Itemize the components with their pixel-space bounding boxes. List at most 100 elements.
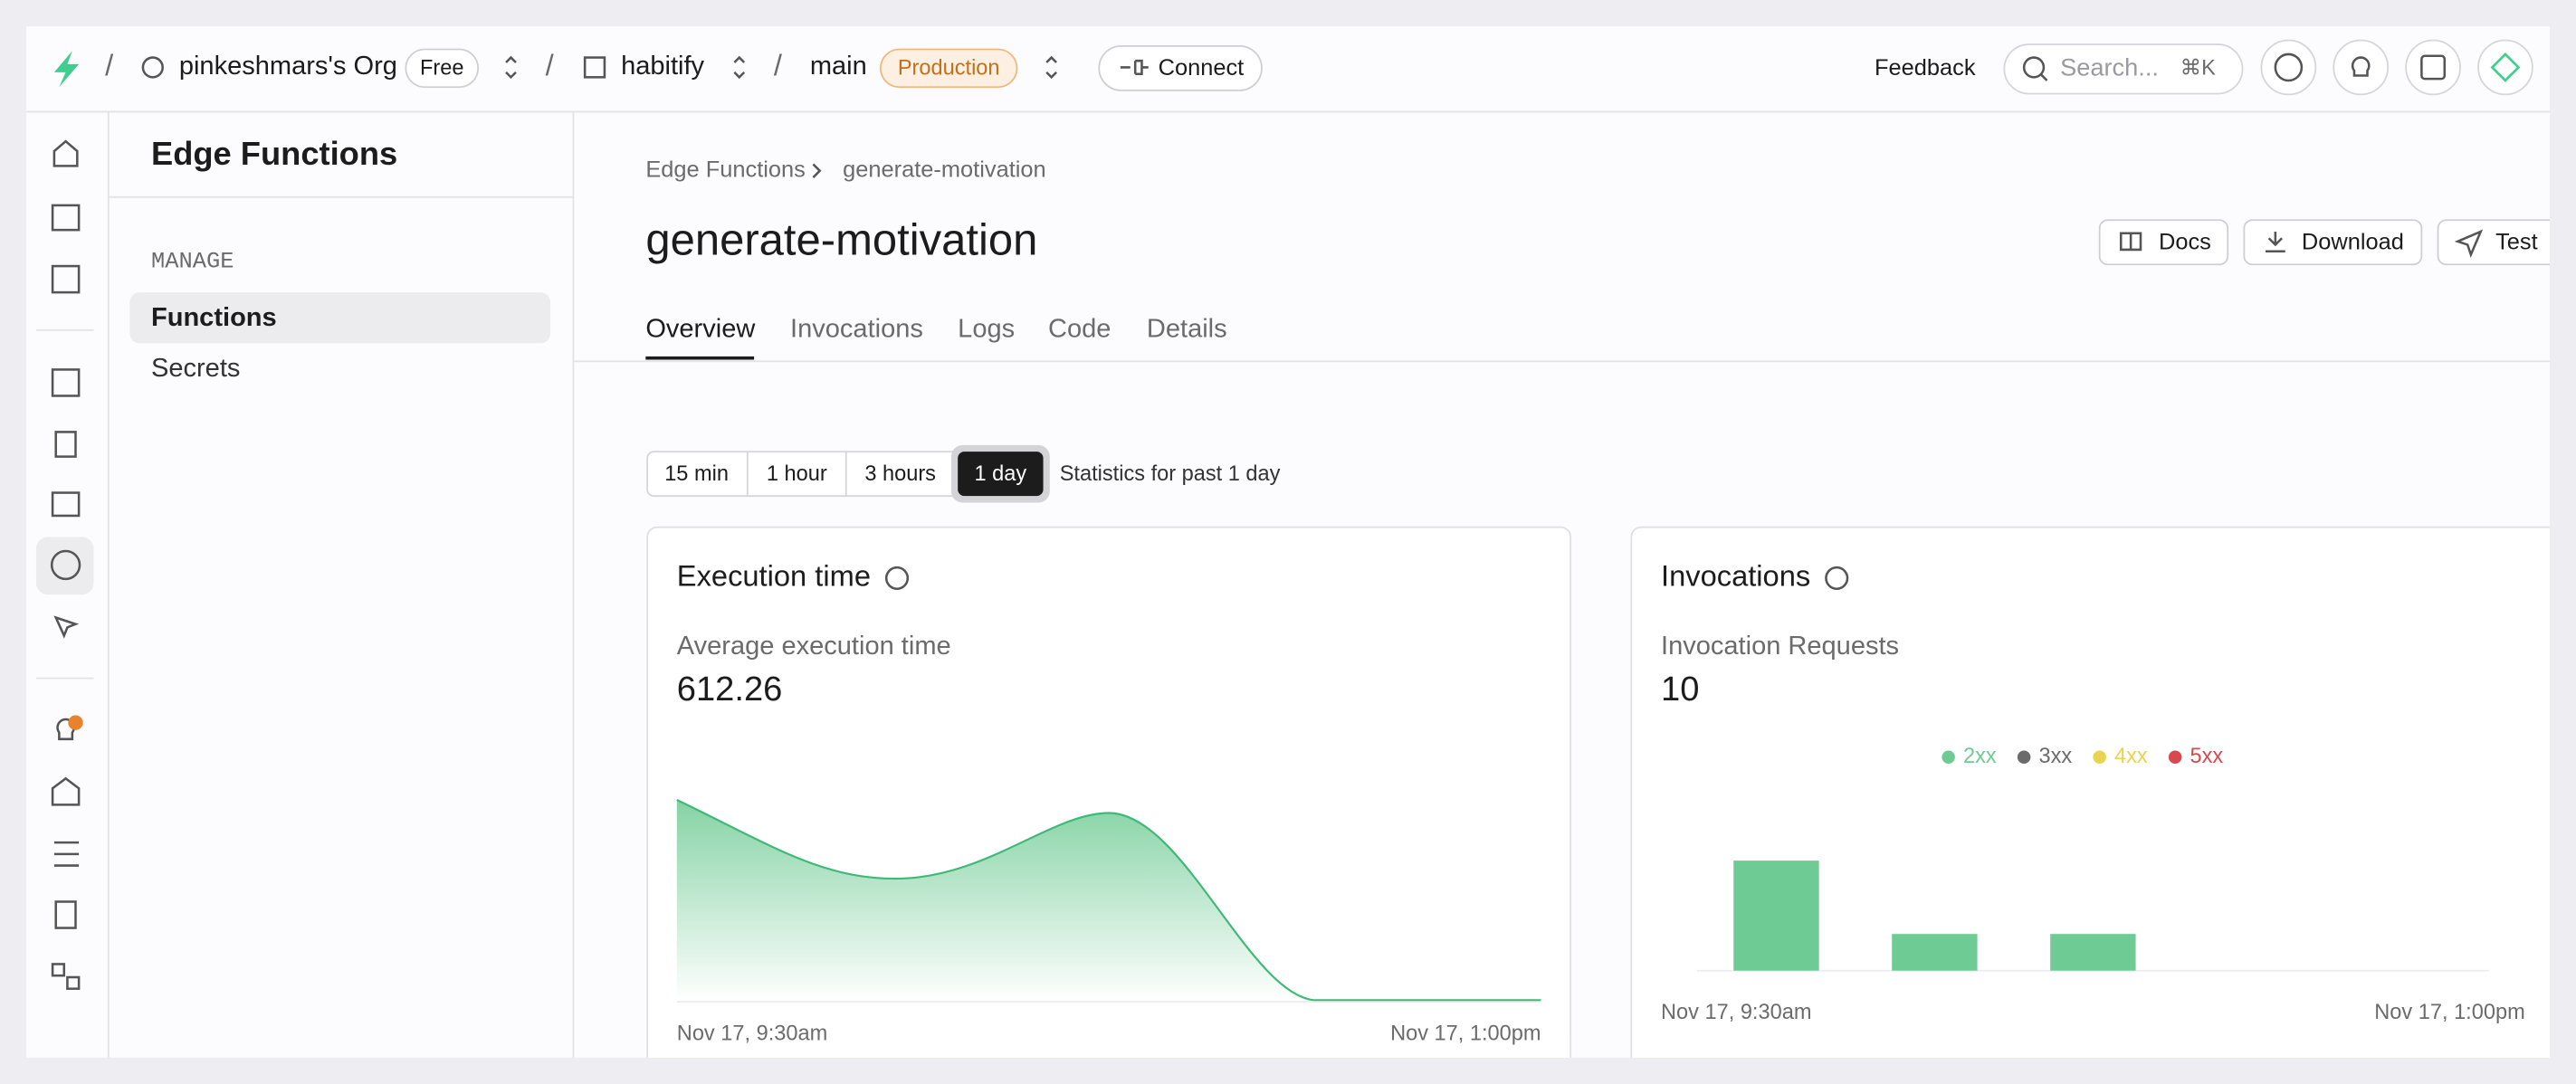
breadcrumb: generate-motivation [843, 157, 1046, 183]
terminal-button[interactable] [2405, 39, 2461, 96]
env-pill [879, 48, 1018, 89]
legend-dot [2093, 750, 2106, 765]
section-label: MANAGE [151, 248, 234, 274]
feedback[interactable]: Feedback [1875, 55, 1976, 81]
connect-button[interactable] [1098, 44, 1263, 91]
org-icon [141, 56, 164, 79]
tab[interactable]: Logs [958, 315, 1015, 344]
metric-label: Invocation Requests [1661, 632, 1899, 661]
nav-sql[interactable] [51, 264, 81, 294]
legend-label: 2xx [1963, 744, 1997, 767]
nav-item[interactable]: Functions [151, 303, 277, 332]
help-icon [2274, 52, 2304, 82]
docs-icon [2119, 232, 2142, 252]
breadcrumb-sep [812, 163, 822, 178]
breadcrumb[interactable]: Edge Functions [645, 157, 806, 183]
nav-storage[interactable] [51, 491, 81, 518]
logo[interactable] [53, 51, 80, 88]
x-start: Nov 17, 9:30am [1661, 1000, 1811, 1023]
tab[interactable]: Code [1048, 315, 1111, 344]
page-title: generate-motivation [645, 216, 1037, 265]
legend-label: 5xx [2190, 744, 2223, 767]
org-name[interactable]: pinkeshmars's Org [179, 52, 397, 81]
bar [2050, 934, 2136, 971]
nav-database[interactable] [51, 368, 81, 397]
nav-home[interactable] [52, 139, 79, 167]
nav-integrations[interactable] [51, 963, 66, 977]
range[interactable]: 1 day [975, 461, 1027, 485]
bar [1892, 934, 1978, 971]
tab-underline [645, 356, 755, 360]
tab[interactable]: Overview [645, 315, 756, 344]
assistant-button[interactable] [2477, 39, 2533, 96]
nav-docs[interactable] [54, 900, 77, 929]
sidebar-title: Edge Functions [151, 135, 397, 172]
x-start: Nov 17, 9:30am [677, 1022, 827, 1045]
docs-button[interactable] [2098, 219, 2229, 266]
legend-label: 3xx [2038, 744, 2072, 767]
metric: 10 [1661, 670, 1699, 708]
info-icon[interactable] [884, 566, 910, 590]
tab[interactable]: Details [1147, 315, 1227, 344]
action[interactable]: Download [2302, 229, 2404, 254]
nav-logs[interactable] [53, 841, 80, 867]
project[interactable]: habitify [621, 52, 704, 81]
range-note: Statistics for past 1 day [1060, 461, 1281, 485]
action[interactable]: Docs [2159, 229, 2211, 254]
tips-icon [2351, 56, 2371, 77]
rail-active [35, 537, 94, 595]
bar-chart: 2xx 3xx 4xx 5xx [1733, 744, 2223, 971]
chevron[interactable] [733, 55, 746, 80]
range[interactable]: 3 hours [864, 461, 936, 485]
branch[interactable]: main [810, 52, 867, 81]
x-end: Nov 17, 1:00pm [1390, 1022, 1541, 1045]
range[interactable]: 1 hour [767, 461, 827, 485]
terminal-icon [2420, 54, 2447, 81]
search-box[interactable] [2003, 43, 2244, 95]
chevron[interactable] [1045, 55, 1057, 80]
download-button[interactable] [2243, 219, 2423, 266]
env: Production [898, 55, 1000, 79]
test-button[interactable] [2437, 219, 2570, 266]
card-title: Invocations [1661, 559, 1810, 593]
legend-dot [2017, 750, 2031, 765]
info-icon[interactable] [1825, 566, 1849, 590]
tab[interactable]: Invocations [790, 315, 923, 344]
nav-realtime[interactable] [53, 615, 80, 639]
tips-button[interactable] [2333, 39, 2390, 96]
card [1630, 526, 2550, 1058]
test-icon [2454, 229, 2484, 258]
download-icon [2265, 231, 2285, 253]
nav-item[interactable]: Secrets [151, 354, 240, 383]
help-button[interactable] [2260, 39, 2317, 96]
area-line [676, 798, 1541, 1002]
notice-dot [68, 715, 83, 730]
metric-label: Average execution time [677, 632, 951, 661]
action[interactable]: Test [2495, 229, 2538, 254]
plan: Free [420, 55, 463, 79]
area [676, 799, 1541, 1003]
range[interactable]: 15 min [664, 461, 729, 485]
plan-pill [405, 48, 480, 89]
legend-dot [1942, 750, 1955, 765]
range-active[interactable] [958, 452, 1044, 497]
nav-functions[interactable] [50, 549, 81, 581]
assistant-icon [2490, 52, 2521, 82]
search-icon [2039, 72, 2048, 81]
legend-dot [2168, 750, 2182, 765]
x-end: Nov 17, 1:00pm [2374, 1000, 2524, 1023]
connect[interactable]: Connect [1159, 55, 1245, 81]
nav-table[interactable] [51, 204, 81, 232]
shortcut: ⌘K [2180, 55, 2217, 79]
metric: 612.26 [677, 670, 783, 708]
search-icon [2022, 56, 2046, 79]
nav-reports[interactable] [51, 776, 81, 806]
chevron[interactable] [505, 55, 517, 80]
project-icon [583, 56, 606, 79]
nav-auth[interactable] [54, 431, 77, 458]
search-placeholder: Search... [2060, 52, 2159, 81]
legend-label: 4xx [2114, 744, 2148, 767]
sep: / [105, 48, 114, 81]
